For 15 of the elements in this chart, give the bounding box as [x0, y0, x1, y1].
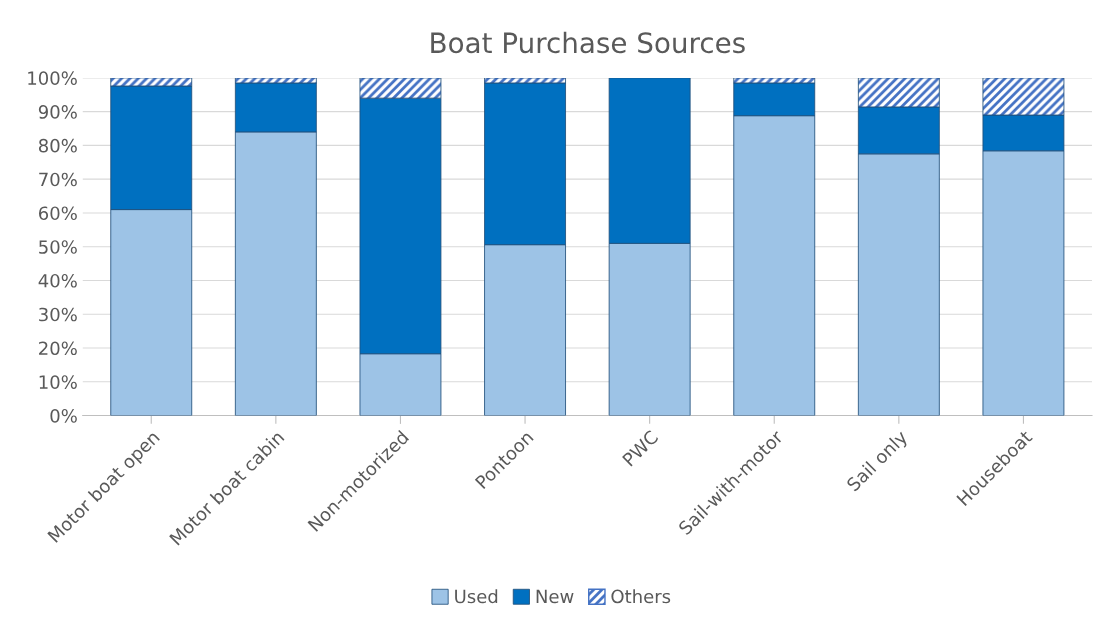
y-tick-label: 80%	[38, 138, 77, 153]
y-tick-label: 0%	[50, 409, 77, 423]
chart-title: Boat Purchase Sources	[431, 31, 745, 54]
legend-label: New	[536, 589, 574, 604]
legend-label: Used	[455, 589, 498, 604]
y-tick-label: 90%	[38, 105, 77, 119]
y-tick-label: 100%	[28, 71, 77, 85]
y-tick-label: 30%	[39, 307, 77, 322]
y-tick-label: 20%	[39, 341, 77, 356]
y-tick-label: 60%	[38, 206, 77, 221]
y-tick-label: 10%	[39, 375, 77, 389]
y-tick-label: 70%	[39, 172, 77, 187]
y-tick-label: 50%	[39, 240, 77, 254]
legend-label: Others	[611, 589, 671, 604]
y-tick-label: 40%	[38, 273, 77, 288]
